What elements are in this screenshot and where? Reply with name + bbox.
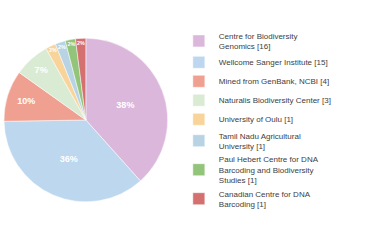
svg-text:10%: 10% [17,96,35,106]
svg-text:2%: 2% [49,47,57,53]
svg-text:Mined from GenBank, NCBI [4]: Mined from GenBank, NCBI [4] [219,77,329,86]
svg-text:36%: 36% [60,154,78,164]
svg-text:Paul Hebert Centre for DNABarc: Paul Hebert Centre for DNABarcoding and … [219,155,319,185]
svg-text:Naturalis Biodiversity Center: Naturalis Biodiversity Center [3] [219,96,331,105]
svg-text:7%: 7% [35,65,48,75]
svg-text:38%: 38% [116,100,134,110]
svg-text:Wellcome Sanger Institute [15]: Wellcome Sanger Institute [15] [219,58,328,67]
svg-text:Centre for BiodiversityGenomic: Centre for BiodiversityGenomics [16] [219,32,298,51]
svg-text:Tamil Nadu AgriculturalUnivers: Tamil Nadu AgriculturalUniversity [1] [219,132,301,151]
svg-text:Canadian Centre for DNABarcodi: Canadian Centre for DNABarcoding [1] [219,190,311,209]
svg-text:2%: 2% [67,41,75,47]
svg-text:2%: 2% [58,44,66,50]
svg-text:2%: 2% [77,40,85,46]
svg-text:University of Oulu [1]: University of Oulu [1] [219,115,293,124]
